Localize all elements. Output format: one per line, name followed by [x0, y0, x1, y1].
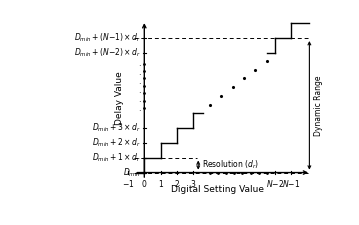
Text: .: .	[139, 77, 141, 86]
Text: .: .	[139, 104, 141, 113]
Text: $D_{min} + (N{-}2) \times d_r$: $D_{min} + (N{-}2) \times d_r$	[74, 47, 141, 59]
Text: $N{-}2$: $N{-}2$	[266, 178, 284, 189]
Text: $1$: $1$	[158, 178, 164, 189]
Text: $D_{min} + 3 \times d_r$: $D_{min} + 3 \times d_r$	[92, 122, 141, 134]
Text: Resolution $(d_r)$: Resolution $(d_r)$	[201, 159, 259, 171]
Text: $D_{min} + (N{-}1) \times d_r$: $D_{min} + (N{-}1) \times d_r$	[74, 32, 141, 44]
Text: Dynamic Range: Dynamic Range	[314, 75, 323, 136]
Text: $D_{min} + 2 \times d_r$: $D_{min} + 2 \times d_r$	[92, 136, 141, 149]
Text: .: .	[139, 59, 141, 68]
Text: $N{-}1$: $N{-}1$	[282, 178, 300, 189]
Text: $3$: $3$	[190, 178, 196, 189]
Text: Digital Setting Value: Digital Setting Value	[171, 185, 264, 194]
Text: $D_{min} + 1 \times d_r$: $D_{min} + 1 \times d_r$	[92, 151, 141, 164]
Text: $2$: $2$	[174, 178, 180, 189]
Text: .: .	[139, 86, 141, 95]
Text: $-1$: $-1$	[122, 178, 134, 189]
Text: $0$: $0$	[141, 178, 148, 189]
Text: .: .	[139, 68, 141, 77]
Text: $D_{min}$: $D_{min}$	[123, 166, 141, 179]
Text: Delay Value: Delay Value	[115, 71, 124, 125]
Text: .: .	[139, 95, 141, 104]
